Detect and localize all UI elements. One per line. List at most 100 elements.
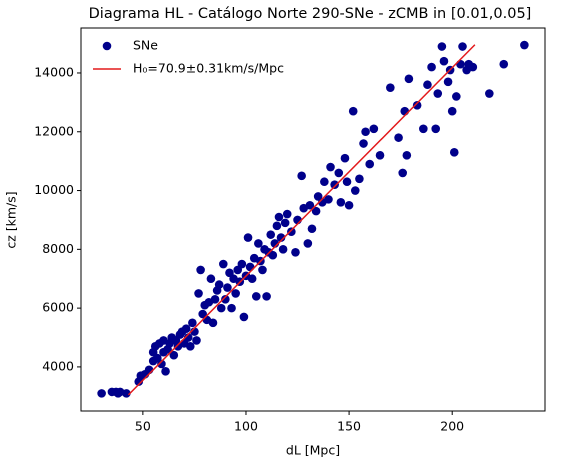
point	[157, 359, 166, 369]
point	[386, 83, 395, 92]
point	[237, 259, 247, 269]
chart-title: Diagrama HL - Catálogo Norte 290-SNe - z…	[89, 6, 532, 22]
fit-line	[127, 44, 476, 396]
point	[113, 389, 123, 398]
point	[183, 333, 193, 342]
point	[268, 250, 278, 260]
point	[423, 80, 432, 90]
point	[218, 259, 228, 269]
point	[326, 162, 335, 172]
point	[330, 180, 339, 189]
point	[344, 200, 354, 210]
legend-label: H₀=70.9±0.31km/s/Mpc	[133, 61, 284, 76]
point	[216, 303, 226, 313]
point	[262, 292, 271, 301]
y-tick-label: 14000	[34, 64, 74, 79]
point	[144, 365, 154, 375]
point	[458, 42, 467, 51]
point	[427, 62, 436, 72]
point	[437, 42, 447, 51]
x-tick-label: 200	[440, 419, 464, 434]
point	[342, 177, 352, 187]
point	[439, 56, 449, 66]
point	[161, 367, 170, 376]
point	[245, 262, 255, 272]
point	[375, 150, 385, 160]
y-axis-label: cz [km/s]	[4, 191, 19, 248]
point	[348, 106, 358, 116]
point	[291, 247, 300, 257]
point	[214, 280, 224, 289]
point	[223, 283, 232, 292]
y-tick-label: 12000	[34, 123, 74, 138]
point	[431, 124, 441, 134]
point	[188, 318, 197, 328]
plot-frame	[80, 27, 546, 412]
point	[181, 324, 191, 333]
point	[520, 40, 529, 50]
point	[320, 177, 329, 187]
point	[307, 224, 317, 234]
point	[280, 218, 290, 228]
point	[266, 230, 276, 239]
point	[122, 389, 131, 398]
point	[468, 62, 478, 72]
point	[394, 133, 403, 142]
point	[324, 195, 333, 204]
point	[239, 312, 249, 322]
point	[400, 106, 410, 116]
point	[305, 200, 315, 210]
y-tick-label: 4000	[42, 358, 74, 373]
point	[398, 168, 408, 178]
x-axis-label: dL [Mpc]	[286, 443, 340, 458]
point	[231, 289, 240, 298]
point	[412, 101, 422, 110]
point	[350, 186, 360, 195]
legend-label: SNe	[133, 38, 158, 53]
x-tick-label: 50	[135, 419, 151, 434]
point	[297, 171, 306, 181]
point	[251, 292, 261, 301]
point	[452, 92, 461, 101]
y-tick-label: 10000	[34, 182, 74, 197]
point	[272, 221, 282, 231]
point	[206, 274, 216, 284]
point	[311, 206, 321, 216]
point	[274, 212, 284, 222]
x-tick-label: 150	[337, 419, 361, 434]
x-tick-label: 100	[234, 419, 258, 434]
point	[369, 124, 379, 134]
point	[359, 139, 368, 148]
point	[196, 265, 205, 275]
point	[340, 153, 350, 163]
point	[210, 295, 220, 304]
point	[303, 239, 313, 248]
point	[287, 227, 296, 236]
point	[365, 159, 375, 169]
point	[443, 77, 453, 87]
point	[221, 295, 230, 304]
point	[447, 106, 457, 116]
point	[243, 233, 253, 242]
point	[485, 89, 494, 98]
point	[247, 274, 257, 284]
point	[227, 303, 236, 313]
point	[254, 239, 263, 248]
point	[334, 168, 344, 178]
point	[208, 318, 218, 328]
point	[276, 233, 286, 242]
point	[258, 265, 267, 275]
y-tick-label: 8000	[42, 241, 74, 256]
point	[185, 342, 195, 351]
point	[499, 59, 509, 69]
legend-marker	[102, 41, 112, 51]
point	[336, 198, 346, 207]
point	[97, 389, 106, 398]
point	[192, 336, 201, 345]
point	[282, 209, 292, 219]
point	[194, 289, 203, 298]
point	[404, 74, 414, 84]
point	[419, 124, 428, 134]
point	[433, 89, 443, 98]
